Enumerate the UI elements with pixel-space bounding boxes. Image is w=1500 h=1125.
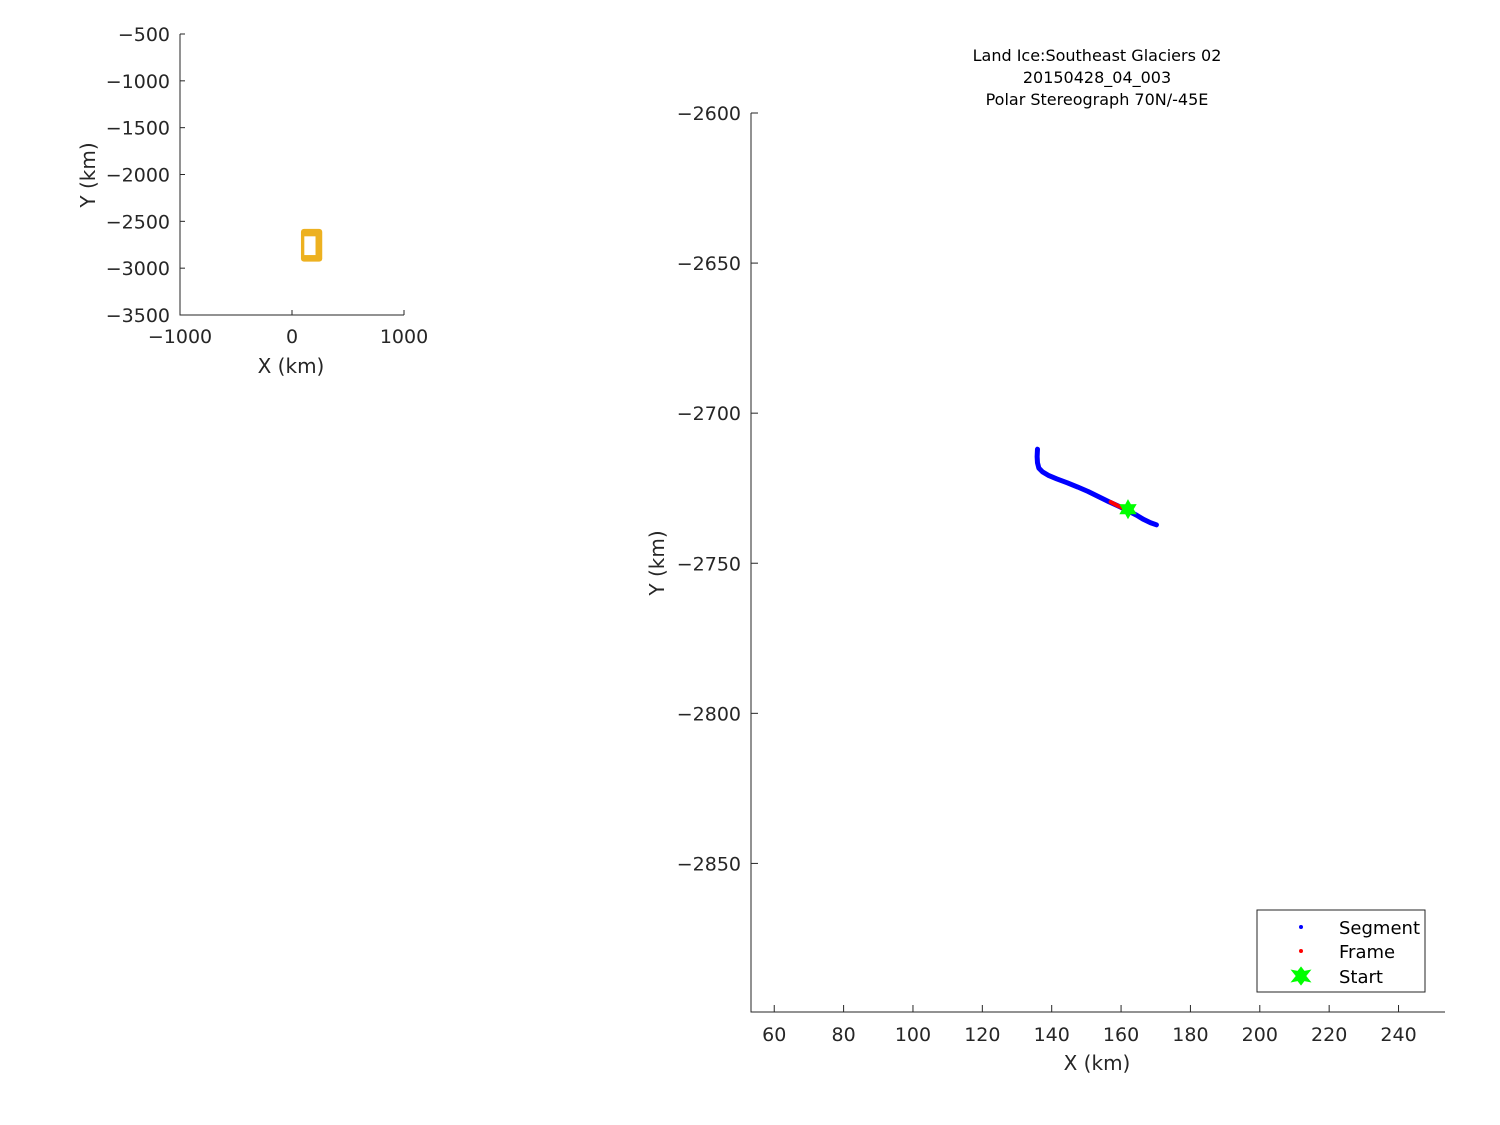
detail-x-tick-label: 100 [895, 1024, 931, 1046]
overview-y-ticks: −500 −1000 −1500 −2000 −2500 −3000 −3500 [106, 24, 185, 327]
flight-area-inner [304, 236, 316, 256]
detail-title: Land Ice:Southeast Glaciers 02 20150428_… [973, 46, 1222, 109]
overview-x-tick-label: −1000 [148, 326, 212, 348]
detail-y-tick-label: −2850 [677, 853, 741, 875]
detail-x-label: X (km) [1064, 1051, 1131, 1075]
legend-start-label: Start [1339, 967, 1383, 988]
overview-y-tick-label: −500 [118, 24, 170, 46]
detail-x-ticks: 60 80 100 120 140 160 180 200 220 240 [762, 1005, 1417, 1046]
overview-y-tick-label: −3500 [106, 305, 170, 327]
detail-y-tick-label: −2650 [677, 253, 741, 275]
overview-y-tick-label: −2500 [106, 211, 170, 233]
overview-marks [300, 228, 323, 262]
legend: Segment Frame Start [1256, 909, 1426, 993]
detail-x-tick-label: 240 [1380, 1024, 1416, 1046]
legend-box [1256, 909, 1426, 993]
detail-y-label: Y (km) [645, 530, 669, 596]
overview-axes [179, 34, 404, 316]
detail-y-tick-label: −2600 [677, 103, 741, 125]
legend-frame-marker [1299, 949, 1303, 953]
overview-x-label: X (km) [258, 354, 325, 378]
detail-x-tick-label: 80 [832, 1024, 856, 1046]
overview-y-tick-label: −1000 [106, 71, 170, 93]
overview-y-tick-label: −2000 [106, 165, 170, 187]
detail-y-tick-label: −2750 [677, 553, 741, 575]
overview-chart: −1000 0 1000 −500 −1000 −1500 −2000 −2500 −3000… [76, 24, 428, 378]
detail-x-tick-label: 220 [1311, 1024, 1347, 1046]
detail-chart: Land Ice:Southeast Glaciers 02 20150428_… [645, 46, 1445, 1075]
segment-track [1034, 446, 1159, 528]
overview-x-tick-label: 1000 [380, 326, 428, 348]
overview-y-label: Y (km) [76, 142, 100, 208]
overview-y-tick-label: −3000 [106, 258, 170, 280]
detail-y-tick-label: −2800 [677, 703, 741, 725]
legend-segment-label: Segment [1339, 918, 1420, 939]
legend-start-marker [1290, 966, 1312, 986]
detail-x-tick-label: 120 [964, 1024, 1000, 1046]
legend-frame-label: Frame [1339, 942, 1395, 963]
detail-x-tick-label: 160 [1103, 1024, 1139, 1046]
title-line-3: Polar Stereograph 70N/-45E [986, 90, 1209, 109]
start-marker [1119, 499, 1137, 520]
detail-x-tick-label: 200 [1242, 1024, 1278, 1046]
overview-x-ticks: −1000 0 1000 [148, 310, 428, 348]
legend-segment-marker [1299, 925, 1303, 929]
title-line-2: 20150428_04_003 [1023, 68, 1171, 88]
detail-y-ticks: −2600 −2650 −2700 −2750 −2800 −2850 [677, 103, 758, 875]
detail-x-tick-label: 60 [762, 1024, 786, 1046]
detail-x-tick-label: 180 [1172, 1024, 1208, 1046]
detail-marks [1034, 446, 1159, 528]
detail-x-tick-label: 140 [1034, 1024, 1070, 1046]
title-line-1: Land Ice:Southeast Glaciers 02 [973, 46, 1222, 65]
overview-y-tick-label: −1500 [106, 118, 170, 140]
overview-x-tick-label: 0 [286, 326, 298, 348]
detail-y-tick-label: −2700 [677, 403, 741, 425]
detail-axes [750, 113, 1445, 1013]
